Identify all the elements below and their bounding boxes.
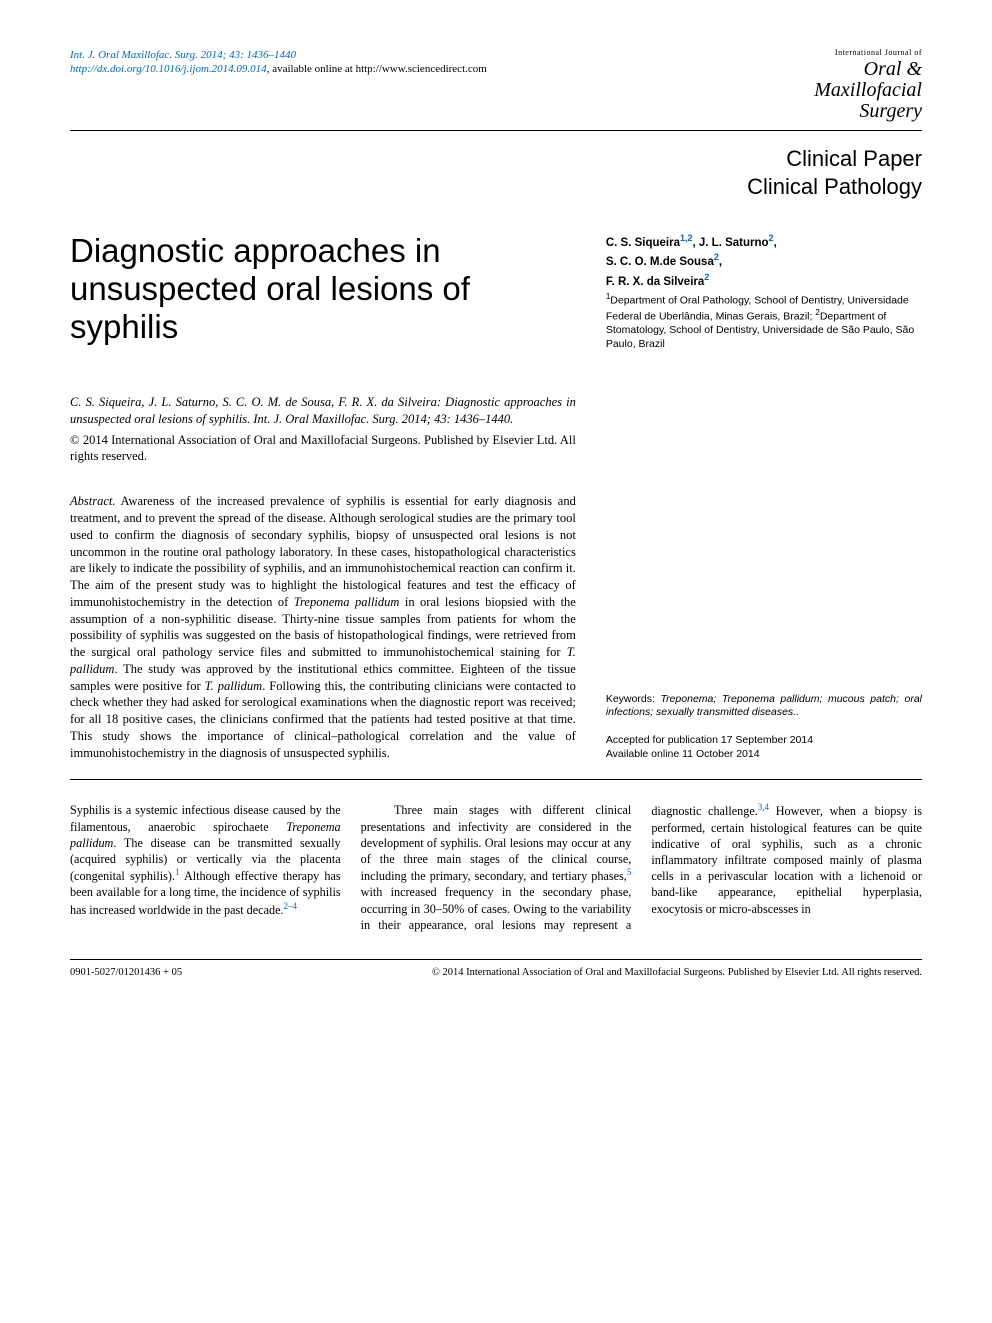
abstract-rule: [70, 779, 922, 780]
abstract-row: Abstract. Awareness of the increased pre…: [70, 493, 922, 761]
affiliations: 1Department of Oral Pathology, School of…: [606, 292, 922, 352]
body-p2c: However, when a biopsy is performed, cer…: [651, 804, 922, 915]
author-3: S. C. O. M.de Sousa: [606, 256, 714, 268]
author-2-sup[interactable]: 2: [769, 233, 774, 243]
abstract-text: Abstract. Awareness of the increased pre…: [70, 493, 576, 761]
section-label-1: Clinical Paper: [70, 145, 922, 174]
footer-left: 0901-5027/01201436 + 05: [70, 966, 182, 980]
ref-3[interactable]: 5: [627, 867, 632, 877]
footer-rule: [70, 959, 922, 960]
abstract-left: Abstract. Awareness of the increased pre…: [70, 493, 576, 761]
ref-line1: Int. J. Oral Maxillofac. Surg. 2014; 43:…: [70, 49, 296, 61]
logo-line1: Oral &: [814, 59, 922, 80]
author-affil-block: C. S. Siqueira1,2, J. L. Saturno2, S. C.…: [606, 232, 922, 370]
copyright-text: © 2014 International Association of Oral…: [70, 432, 576, 466]
author-4: F. R. X. da Silveira: [606, 276, 704, 288]
ref-tail: , available online at http://www.science…: [267, 63, 487, 75]
article-title: Diagnostic approaches in unsuspected ora…: [70, 232, 576, 346]
page-footer: 0901-5027/01201436 + 05 © 2014 Internati…: [70, 966, 922, 980]
section-labels: Clinical Paper Clinical Pathology: [70, 145, 922, 202]
journal-reference: Int. J. Oral Maxillofac. Surg. 2014; 43:…: [70, 48, 487, 77]
abstract-sp3: T. pallidum: [205, 679, 263, 693]
accepted-date: Accepted for publication 17 September 20…: [606, 734, 922, 748]
author-1-sup[interactable]: 1,2: [680, 233, 693, 243]
author-list: C. S. Siqueira1,2, J. L. Saturno2, S. C.…: [606, 232, 922, 290]
keywords: Keywords: Treponema; Treponema pallidum;…: [606, 693, 922, 720]
ref-4[interactable]: 3,4: [758, 802, 769, 812]
footer-right: © 2014 International Association of Oral…: [432, 966, 922, 980]
author-3-sup[interactable]: 2: [714, 252, 719, 262]
body-p2a: Three main stages with different clinica…: [361, 803, 632, 883]
logo-line2: Maxillofacial: [814, 80, 922, 101]
author-2: J. L. Saturno: [699, 237, 769, 249]
abstract-right: Keywords: Treponema; Treponema pallidum;…: [606, 493, 922, 761]
journal-logo: International Journal of Oral & Maxillof…: [814, 48, 922, 122]
citation-block: C. S. Siqueira, J. L. Saturno, S. C. O. …: [70, 394, 922, 466]
citation-left: C. S. Siqueira, J. L. Saturno, S. C. O. …: [70, 394, 576, 466]
author-1: C. S. Siqueira: [606, 237, 680, 249]
title-left: Diagnostic approaches in unsuspected ora…: [70, 232, 576, 370]
ref-2[interactable]: 2–4: [284, 901, 298, 911]
abstract-lead: Abstract.: [70, 494, 115, 508]
doi-link[interactable]: http://dx.doi.org/10.1016/j.ijom.2014.09…: [70, 63, 267, 75]
publication-dates: Accepted for publication 17 September 20…: [606, 734, 922, 761]
title-block: Diagnostic approaches in unsuspected ora…: [70, 232, 922, 370]
abstract-sp1: Treponema pallidum: [294, 595, 400, 609]
section-label-2: Clinical Pathology: [70, 173, 922, 202]
online-date: Available online 11 October 2014: [606, 748, 922, 762]
header-row: Int. J. Oral Maxillofac. Surg. 2014; 43:…: [70, 48, 922, 122]
logo-line3: Surgery: [814, 101, 922, 122]
header-rule: [70, 130, 922, 131]
citation-text: C. S. Siqueira, J. L. Saturno, S. C. O. …: [70, 394, 576, 428]
abstract-p1a: Awareness of the increased prevalence of…: [70, 494, 576, 609]
body-text: Syphilis is a systemic infectious diseas…: [70, 802, 922, 933]
author-4-sup[interactable]: 2: [704, 272, 709, 282]
keywords-label: Keywords:: [606, 693, 655, 705]
citation-right-spacer: [606, 394, 922, 466]
